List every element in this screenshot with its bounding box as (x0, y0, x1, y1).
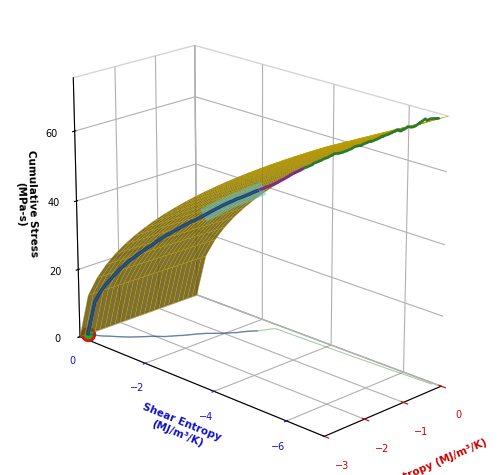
X-axis label: MST Entropy (MJ/m³/K): MST Entropy (MJ/m³/K) (362, 437, 488, 475)
Y-axis label: Shear Entropy
(MJ/m³/K): Shear Entropy (MJ/m³/K) (136, 402, 222, 454)
